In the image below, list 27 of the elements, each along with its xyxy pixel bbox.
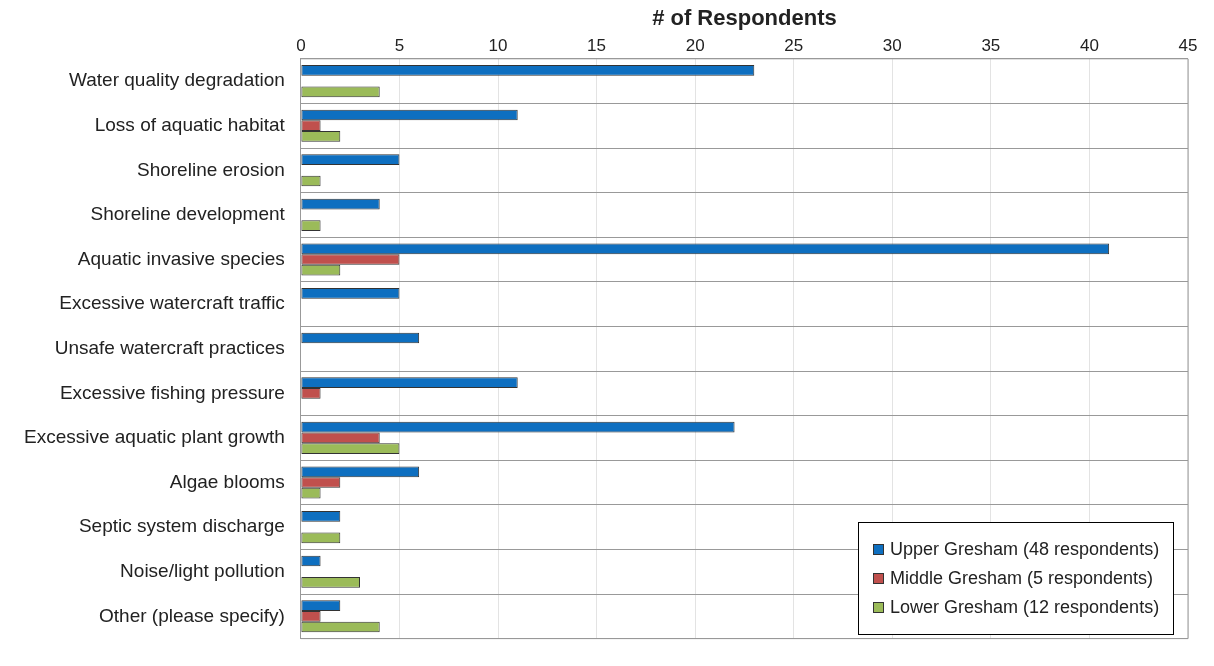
legend-label: Upper Gresham (48 respondents)	[890, 538, 1160, 560]
x-tick-label: 25	[784, 36, 804, 56]
x-tick-label: 0	[296, 36, 306, 56]
x-tick-label: 20	[685, 36, 705, 56]
y-tick-label: Noise/light pollution	[120, 559, 285, 581]
x-tick-label: 45	[1178, 36, 1198, 56]
y-tick-label: Unsafe watercraft practices	[54, 336, 285, 358]
x-tick-label: 15	[587, 36, 607, 56]
legend-label: Lower Gresham (12 respondents)	[890, 596, 1160, 618]
y-tick-label: Other (please specify)	[99, 604, 285, 626]
y-tick-label: Excessive watercraft traffic	[59, 292, 285, 314]
y-tick-label: Shoreline development	[90, 203, 286, 225]
y-tick-label: Excessive fishing pressure	[59, 381, 285, 403]
legend-label: Middle Gresham (5 respondents)	[890, 567, 1154, 589]
x-tick-label: 35	[981, 36, 1001, 56]
x-tick-label: 30	[882, 36, 902, 56]
y-tick-label: Shoreline erosion	[136, 158, 285, 180]
y-tick-label: Excessive aquatic plant growth	[23, 426, 285, 448]
y-tick-label: Loss of aquatic habitat	[94, 113, 286, 135]
y-tick-label: Algae blooms	[169, 470, 285, 492]
x-axis-title: # of Respondents	[652, 5, 837, 31]
x-tick-label: 5	[394, 36, 405, 56]
x-tick-label: 10	[488, 36, 508, 56]
x-tick-label: 40	[1079, 36, 1099, 56]
y-tick-label: Water quality degradation	[69, 69, 285, 91]
y-tick-label: Septic system discharge	[78, 515, 285, 537]
y-tick-label: Aquatic invasive species	[77, 247, 285, 269]
